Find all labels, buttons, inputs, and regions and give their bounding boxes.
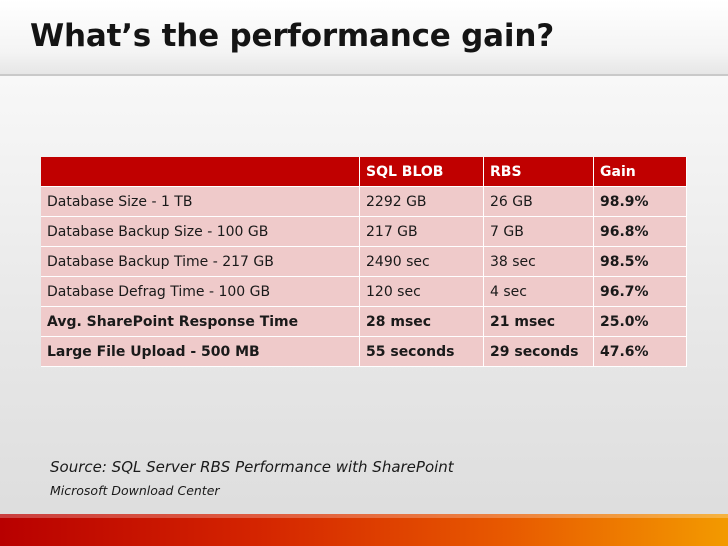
row-gain: 96.8% (593, 216, 687, 247)
slide-title: What’s the performance gain? (30, 18, 554, 54)
table-row: Database Backup Size - 100 GB 217 GB 7 G… (41, 216, 687, 247)
table-row: Database Backup Time - 217 GB 2490 sec 3… (41, 246, 687, 277)
title-band (0, 0, 728, 74)
row-gain: 47.6% (593, 336, 687, 367)
bottom-accent-highlight (0, 514, 728, 518)
table-row: Database Defrag Time - 100 GB 120 sec 4 … (41, 276, 687, 307)
row-sql-blob: 2490 sec (359, 246, 484, 277)
bottom-accent-bar (0, 514, 728, 546)
header-label (41, 157, 360, 187)
row-sql-blob: 120 sec (359, 276, 484, 307)
row-sql-blob: 217 GB (359, 216, 484, 247)
row-label: Database Backup Time - 217 GB (41, 246, 360, 277)
header-gain: Gain (593, 157, 687, 187)
row-sql-blob: 28 msec (359, 306, 484, 337)
row-rbs: 4 sec (483, 276, 594, 307)
title-divider (0, 74, 728, 76)
source-publisher: Microsoft Download Center (50, 483, 220, 498)
header-sql-blob: SQL BLOB (359, 157, 484, 187)
table-row: Database Size - 1 TB 2292 GB 26 GB 98.9% (41, 186, 687, 217)
row-rbs: 21 msec (483, 306, 594, 337)
row-label: Large File Upload - 500 MB (41, 336, 360, 367)
row-label: Avg. SharePoint Response Time (41, 306, 360, 337)
row-rbs: 7 GB (483, 216, 594, 247)
row-rbs: 29 seconds (483, 336, 594, 367)
table-row: Avg. SharePoint Response Time 28 msec 21… (41, 306, 687, 337)
row-gain: 96.7% (593, 276, 687, 307)
row-gain: 98.9% (593, 186, 687, 217)
source-citation: Source: SQL Server RBS Performance with … (50, 458, 454, 476)
row-sql-blob: 2292 GB (359, 186, 484, 217)
row-label: Database Defrag Time - 100 GB (41, 276, 360, 307)
row-rbs: 38 sec (483, 246, 594, 277)
row-label: Database Size - 1 TB (41, 186, 360, 217)
row-label: Database Backup Size - 100 GB (41, 216, 360, 247)
row-gain: 98.5% (593, 246, 687, 277)
row-gain: 25.0% (593, 306, 687, 337)
row-sql-blob: 55 seconds (359, 336, 484, 367)
table-row: Large File Upload - 500 MB 55 seconds 29… (41, 336, 687, 367)
header-rbs: RBS (483, 157, 594, 187)
performance-table: SQL BLOB RBS Gain Database Size - 1 TB 2… (41, 157, 687, 367)
row-rbs: 26 GB (483, 186, 594, 217)
table-header-row: SQL BLOB RBS Gain (41, 157, 687, 187)
